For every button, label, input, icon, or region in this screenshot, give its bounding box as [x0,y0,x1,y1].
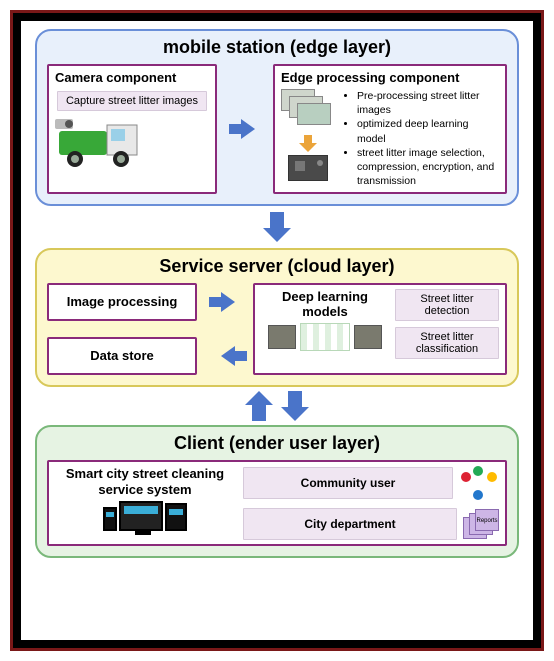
arrow-edge-internal-icon [241,119,255,139]
dl-pipeline-icon [261,323,389,351]
garbage-truck-icon [55,117,209,171]
community-user-box: Community user [243,467,453,499]
devices-icon [55,501,235,531]
client-layer: Client (ender user layer) Smart city str… [35,425,519,558]
edge-processing-box: Edge processing component P [273,64,507,194]
client-inner-box: Smart city street cleaning service syste… [47,460,507,546]
data-store-label: Data store [90,348,154,363]
camera-caption: Capture street litter images [57,91,207,111]
community-people-icon [459,466,499,500]
camera-component-title: Camera component [55,70,209,85]
edge-bullet: street litter image selection, compressi… [357,146,499,189]
dl-output-classification: Street litter classification [395,327,499,359]
edge-bullet-list: Pre-processing street litter images opti… [343,89,499,188]
edge-processing-title: Edge processing component [281,70,499,85]
arrows-cloud-client-bidir [29,391,525,421]
deep-learning-title: Deep learning models [261,289,389,319]
arrow-up-icon [245,391,273,421]
arrow-orange-down-icon [299,135,317,152]
edge-layer-title: mobile station (edge layer) [47,37,507,58]
arrow-cloud-left-icon [221,346,235,366]
diagram-frame: mobile station (edge layer) Camera compo… [10,10,544,651]
dl-output-detection: Street litter detection [395,289,499,321]
image-stack-icon [281,89,335,133]
edge-bullet: Pre-processing street litter images [357,89,499,117]
edge-layer: mobile station (edge layer) Camera compo… [35,29,519,206]
city-department-box: City department [243,508,457,540]
image-processing-box: Image processing [47,283,197,321]
client-layer-title: Client (ender user layer) [47,433,507,454]
client-system-title: Smart city street cleaning service syste… [55,466,235,497]
image-processing-label: Image processing [67,294,178,309]
hardware-board-icon [288,155,328,181]
diagram-canvas: mobile station (edge layer) Camera compo… [21,21,533,640]
arrow-down-icon [281,391,309,421]
deep-learning-box: Deep learning models Street litter detec… [253,283,507,375]
reports-stack-icon: Reports [463,509,499,539]
arrow-edge-to-cloud-icon [29,212,525,242]
edge-bullet: optimized deep learning model [357,117,499,145]
data-store-box: Data store [47,337,197,375]
cloud-layer: Service server (cloud layer) Image proce… [35,248,519,387]
cloud-layer-title: Service server (cloud layer) [47,256,507,277]
arrow-cloud-right-icon [221,292,235,312]
camera-component-box: Camera component Capture street litter i… [47,64,217,194]
